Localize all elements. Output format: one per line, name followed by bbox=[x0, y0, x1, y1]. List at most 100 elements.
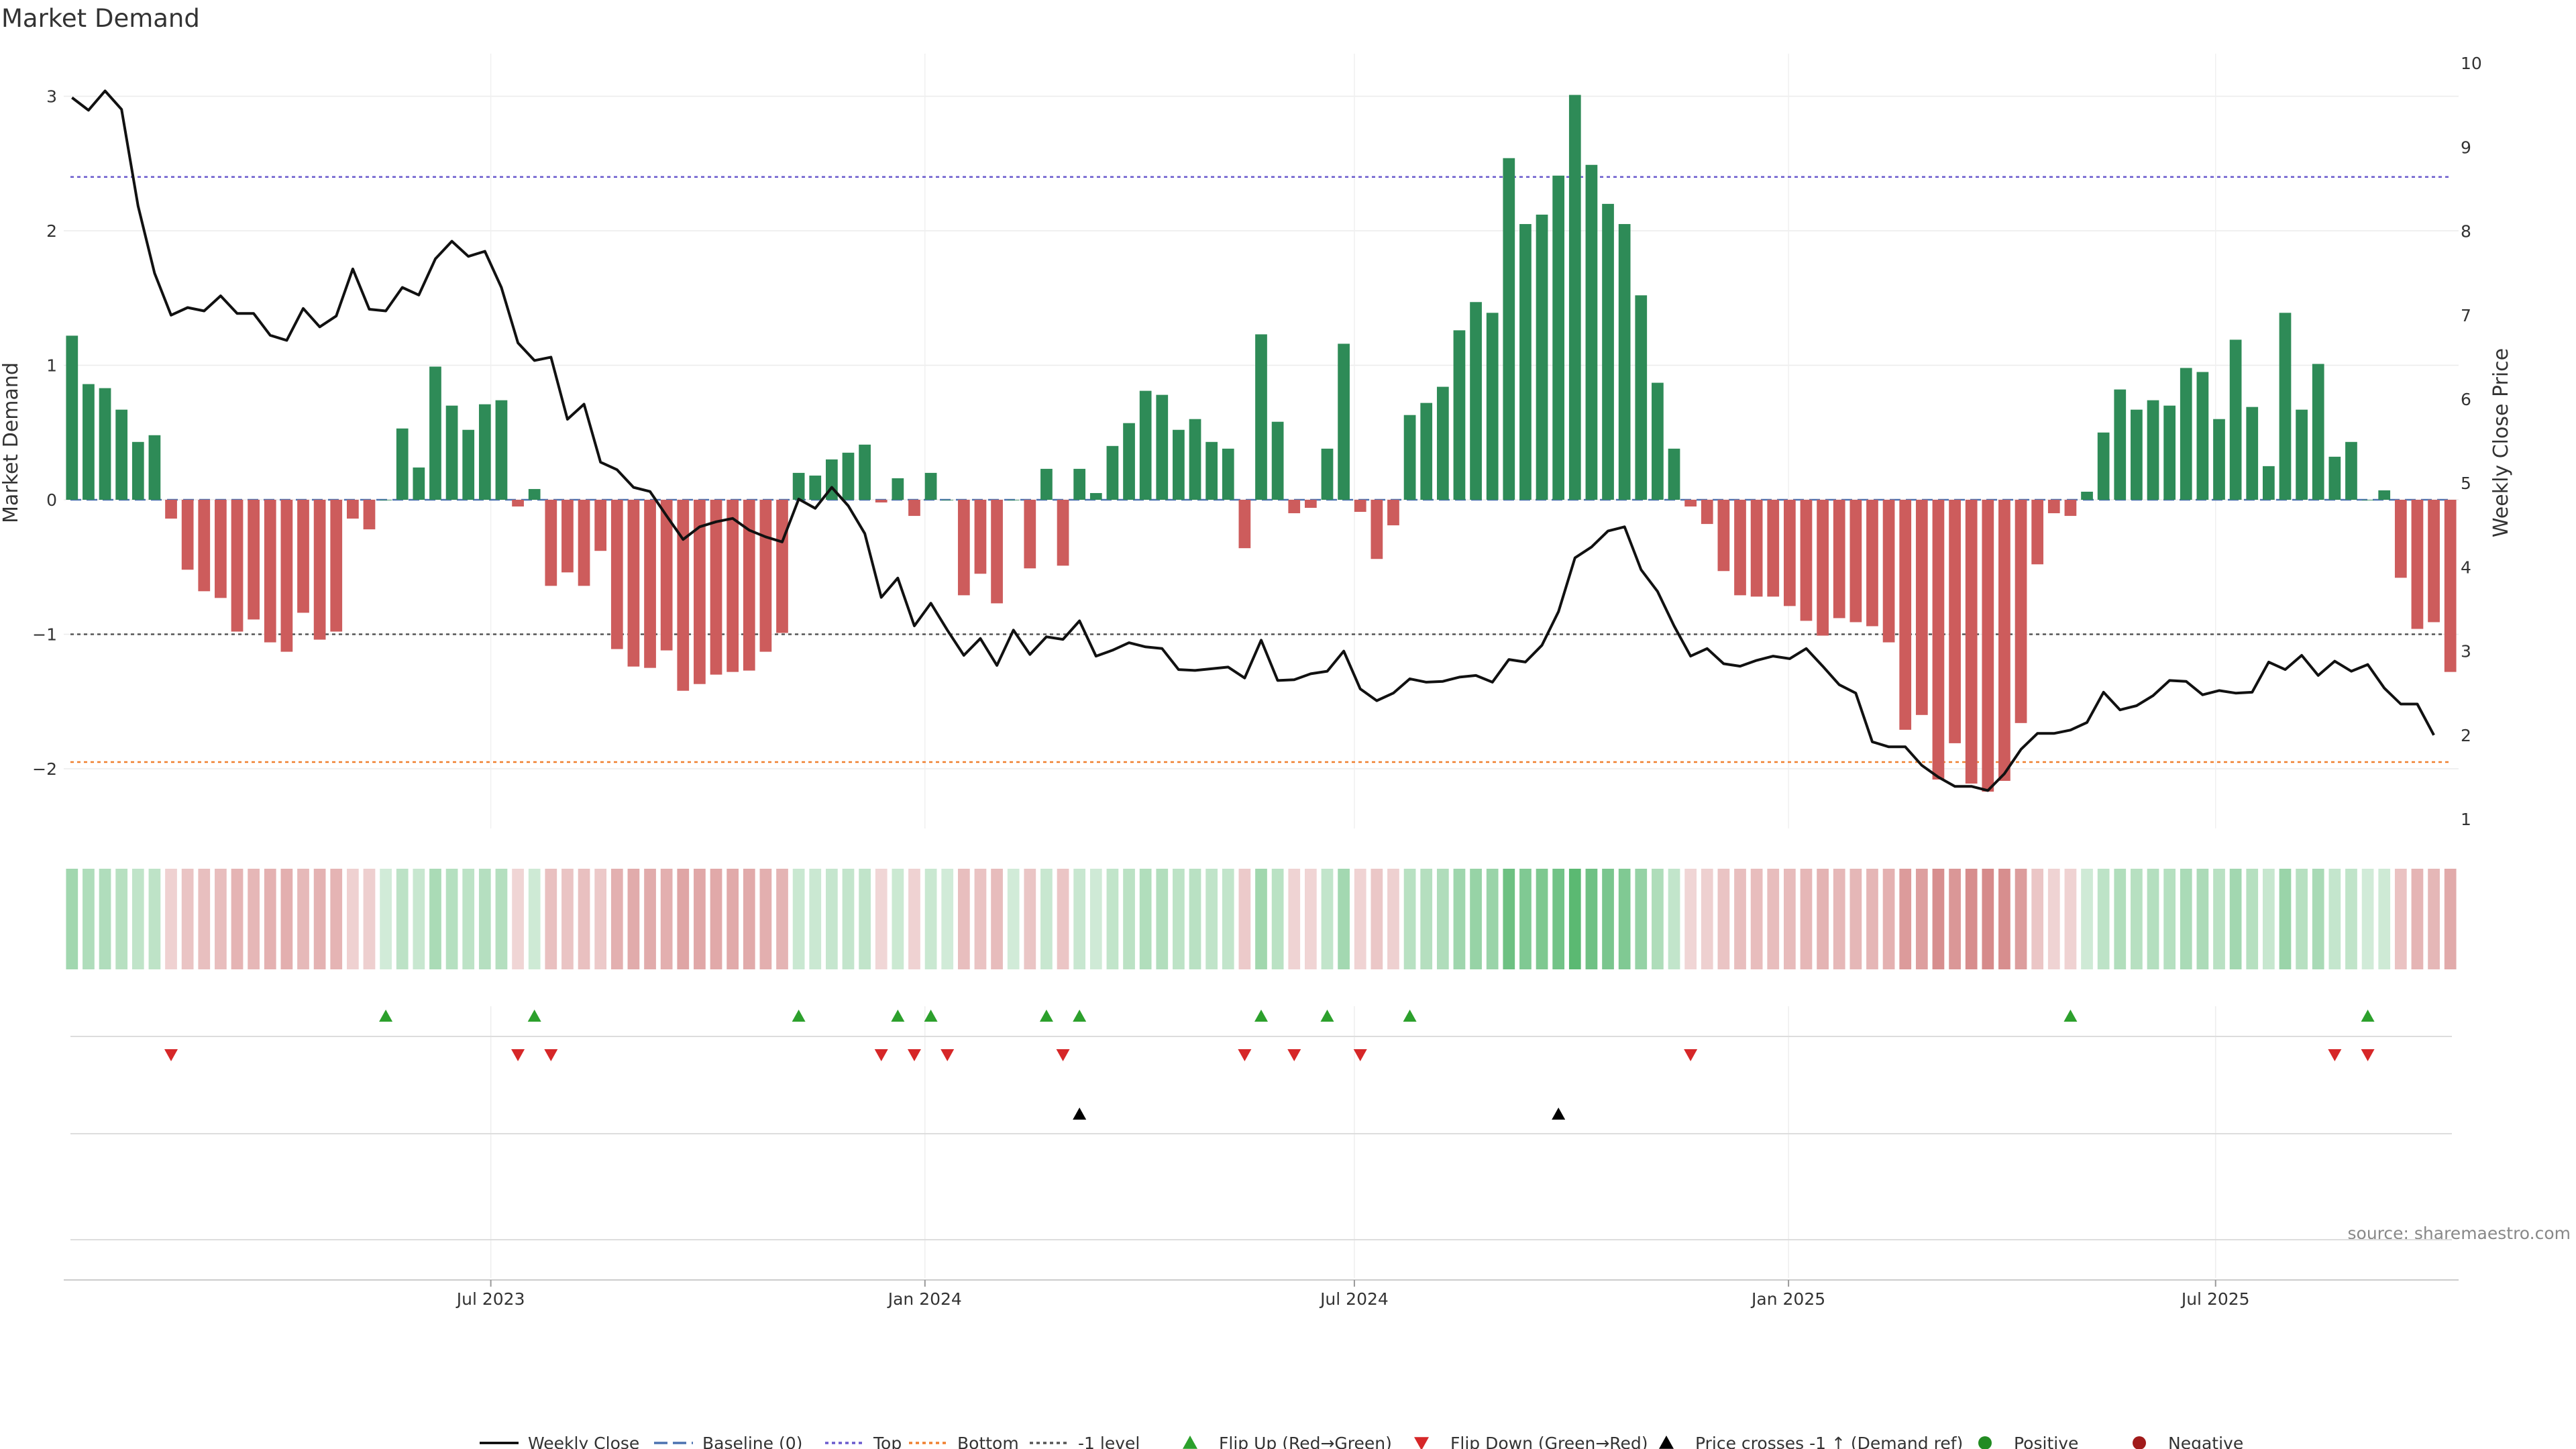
heat-cell bbox=[115, 869, 128, 969]
heat-cell bbox=[578, 869, 590, 969]
heat-cell bbox=[346, 869, 359, 969]
y2-tick-label-3: 4 bbox=[2461, 557, 2471, 577]
heat-cell bbox=[363, 869, 376, 969]
demand-bar bbox=[991, 500, 1003, 604]
demand-bar bbox=[727, 500, 739, 672]
heat-cell bbox=[2361, 869, 2374, 969]
heat-cell bbox=[2180, 869, 2192, 969]
heat-cell bbox=[1668, 869, 1680, 969]
demand-bar bbox=[809, 475, 822, 500]
demand-bar bbox=[875, 500, 888, 503]
demand-bar bbox=[2114, 389, 2127, 500]
flip-down-marker bbox=[2328, 1049, 2342, 1061]
heat-cell bbox=[2213, 869, 2225, 969]
demand-bar bbox=[2147, 400, 2159, 500]
demand-bar bbox=[1998, 500, 2010, 782]
heat-cell bbox=[1965, 869, 1978, 969]
demand-bar bbox=[131, 441, 144, 500]
demand-bar bbox=[776, 500, 788, 633]
demand-bar bbox=[1057, 500, 1069, 566]
grid-lines bbox=[64, 54, 2459, 1278]
demand-bar bbox=[1486, 313, 1499, 500]
demand-bar bbox=[1668, 448, 1680, 500]
flip-down-marker bbox=[941, 1049, 955, 1061]
heat-cell bbox=[413, 869, 425, 969]
heat-cell bbox=[1817, 869, 1829, 969]
flip-up-marker bbox=[2063, 1010, 2078, 1022]
legend-label-9: Negative bbox=[2168, 1434, 2243, 1449]
demand-bar bbox=[215, 500, 227, 598]
heat-cell bbox=[991, 869, 1003, 969]
heat-cell bbox=[1652, 869, 1664, 969]
demand-bar bbox=[2296, 409, 2308, 500]
heat-cell bbox=[396, 869, 409, 969]
demand-bar bbox=[512, 500, 524, 507]
flip-up-marker bbox=[924, 1010, 938, 1022]
heat-cell bbox=[1750, 869, 1763, 969]
demand-bar bbox=[974, 500, 987, 574]
demand-bar bbox=[1684, 500, 1697, 507]
demand-bar bbox=[743, 500, 755, 671]
heat-cell bbox=[1767, 869, 1780, 969]
demand-bar bbox=[677, 500, 690, 691]
heat-cell bbox=[759, 869, 772, 969]
heat-cell bbox=[1040, 869, 1053, 969]
heat-cell bbox=[2279, 869, 2292, 969]
heat-cell bbox=[908, 869, 920, 969]
demand-bar bbox=[1618, 223, 1631, 500]
legend-swatch-6 bbox=[1414, 1437, 1429, 1449]
demand-bar bbox=[1882, 500, 1895, 643]
y-ticks: −2 −1 0 1 2 3 bbox=[32, 87, 57, 780]
heat-cell bbox=[1238, 869, 1251, 969]
demand-bar bbox=[396, 428, 409, 500]
y2-tick-label-0: 1 bbox=[2461, 810, 2471, 829]
demand-bar bbox=[1354, 500, 1366, 513]
heat-cell bbox=[2345, 869, 2357, 969]
heat-cell bbox=[1106, 869, 1119, 969]
heat-cell bbox=[1371, 869, 1383, 969]
demand-bar bbox=[644, 500, 656, 668]
demand-bar bbox=[2279, 313, 2292, 500]
flip-down-marker bbox=[907, 1049, 921, 1061]
x-tick-label-4: Jul 2025 bbox=[2180, 1289, 2250, 1309]
demand-bar bbox=[2328, 456, 2341, 500]
heat-cell bbox=[1024, 869, 1036, 969]
heat-cell bbox=[1057, 869, 1069, 969]
demand-bar bbox=[1420, 402, 1433, 500]
price-cross-marker bbox=[1552, 1108, 1566, 1120]
demand-bar bbox=[694, 500, 706, 684]
heat-cell bbox=[1123, 869, 1135, 969]
heat-cell bbox=[644, 869, 656, 969]
demand-bar bbox=[578, 500, 590, 586]
y2-tick-label-8: 9 bbox=[2461, 138, 2471, 157]
demand-bar bbox=[1040, 468, 1053, 500]
heat-cell bbox=[231, 869, 244, 969]
heat-cell bbox=[148, 869, 161, 969]
heat-cell bbox=[131, 869, 144, 969]
demand-bar bbox=[627, 500, 640, 667]
demand-bar bbox=[1255, 334, 1267, 500]
weekly-close-line bbox=[71, 89, 2435, 792]
flip-down-marker bbox=[1287, 1049, 1301, 1061]
heat-cell bbox=[561, 869, 574, 969]
legend-item-1: Baseline (0) bbox=[654, 1434, 802, 1449]
heat-cell bbox=[2031, 869, 2044, 969]
heat-cell bbox=[2196, 869, 2209, 969]
demand-bar bbox=[495, 400, 508, 500]
demand-bar bbox=[2262, 466, 2275, 500]
heat-cell bbox=[83, 869, 95, 969]
y2-tick-label-7: 8 bbox=[2461, 222, 2471, 241]
chart-title: Market Demand bbox=[1, 4, 200, 33]
price-cross-marker bbox=[1073, 1108, 1087, 1120]
heat-cell bbox=[280, 869, 293, 969]
demand-bar bbox=[1106, 445, 1119, 500]
heat-cell bbox=[2114, 869, 2127, 969]
demand-bar bbox=[908, 500, 920, 517]
heat-cell bbox=[2163, 869, 2176, 969]
heat-cell bbox=[1618, 869, 1631, 969]
y2-tick-label-4: 5 bbox=[2461, 474, 2471, 493]
demand-bar bbox=[710, 500, 722, 675]
legend-swatch-8 bbox=[1978, 1436, 1992, 1449]
demand-bar bbox=[2213, 419, 2225, 500]
demand-bar bbox=[1189, 419, 1201, 500]
